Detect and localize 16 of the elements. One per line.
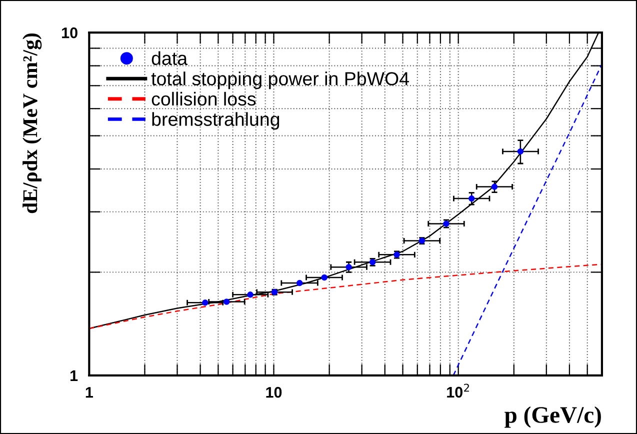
x-tick-label: 1 [86,387,94,398]
x-axis-title: p (GeV/c) [504,406,601,428]
point [346,264,352,270]
legend-label: total stopping power in PbWO4 [151,72,409,90]
legend-label: collision loss [152,92,256,106]
y-axis-title: dE/ρdx (MeV cm²/g) [22,33,42,214]
legend-label: data [152,51,188,66]
legend-label: bremsstrahlung [152,112,280,130]
point [321,274,328,281]
point [491,184,498,190]
point [468,195,475,202]
point [296,280,303,286]
point [517,148,524,155]
x-tick-label: 10 [266,386,282,398]
x-tick-label: 10$^{2}$ [447,384,469,398]
point [247,292,254,298]
